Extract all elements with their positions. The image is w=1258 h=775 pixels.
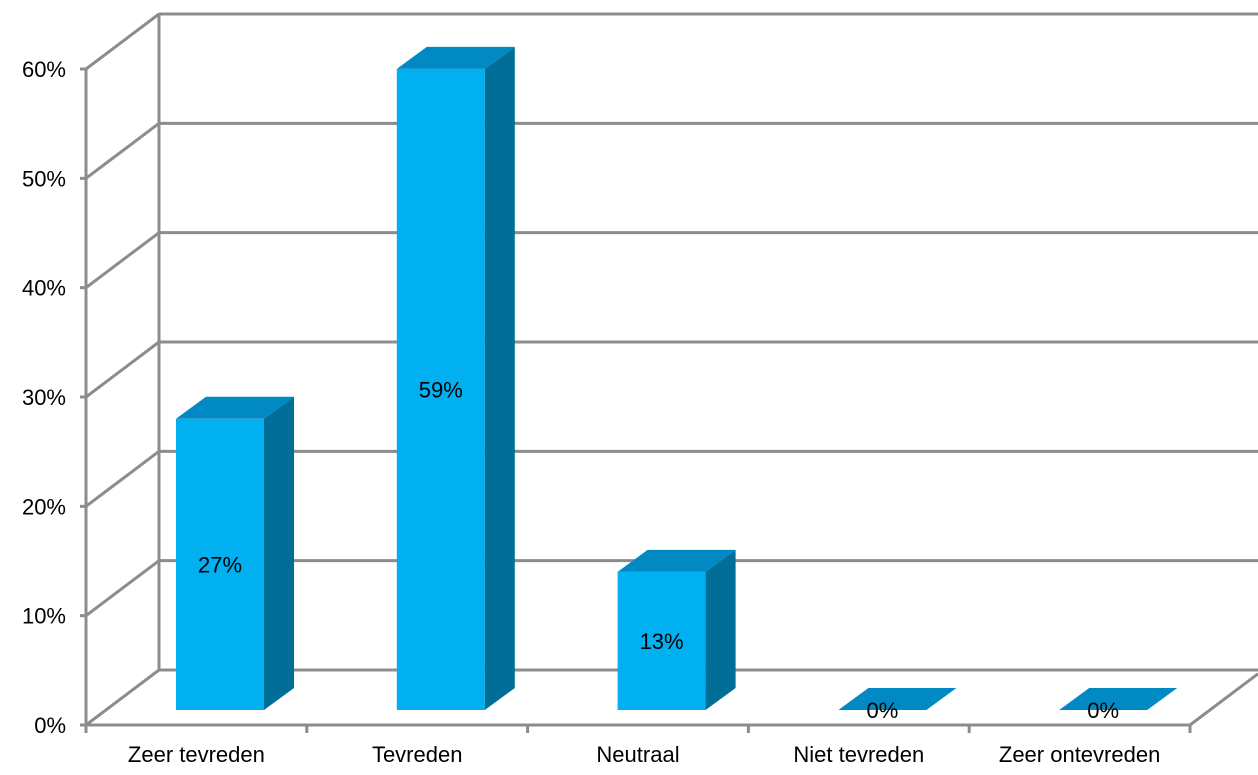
bar [176, 396, 294, 710]
y-tick-label: 0% [34, 713, 66, 738]
axis-layer [80, 67, 1192, 733]
x-tick-label: Zeer tevreden [128, 742, 265, 767]
x-tick-label: Neutraal [596, 742, 679, 767]
data-label: 0% [1087, 698, 1119, 723]
y-tick-label: 50% [22, 166, 66, 191]
y-tick-label: 40% [22, 276, 66, 301]
bar-side [484, 46, 515, 710]
bar-top [176, 396, 294, 419]
label-layer: 0% 10% 20% 30% 40% 50% 60% Zeer tevreden Tevrede… [22, 57, 1160, 767]
gridline-diagonal [85, 559, 160, 617]
y-tick-label: 20% [22, 494, 66, 519]
grid-layer [85, 12, 1258, 727]
gridline-diagonal [85, 231, 160, 289]
data-label: 0% [867, 698, 899, 723]
bar-front [617, 571, 706, 710]
bar-top [396, 46, 515, 69]
gridline-diagonal [85, 122, 160, 180]
bar [838, 688, 957, 710]
bar-top [1059, 688, 1178, 710]
data-label: 27% [198, 552, 242, 577]
bar [396, 46, 515, 710]
y-tick-label: 10% [22, 604, 66, 629]
data-label: 59% [419, 377, 463, 402]
gridline-diagonal [85, 668, 160, 727]
gridline-diagonal [85, 450, 160, 508]
bar-front [176, 418, 264, 710]
bar-front [396, 68, 485, 710]
bar [1059, 688, 1178, 710]
bar-side [705, 549, 736, 710]
bar-side [264, 396, 294, 710]
x-tick-label: Niet tevreden [793, 742, 924, 767]
bar-layer [176, 46, 1178, 710]
x-tick-label: Zeer ontevreden [999, 742, 1160, 767]
bar-top [838, 688, 957, 710]
floor-right-edge [1189, 672, 1258, 727]
gridline-diagonal [85, 340, 160, 399]
y-tick-label: 60% [22, 57, 66, 82]
bar [617, 549, 736, 710]
data-label: 13% [640, 629, 684, 654]
gridline-diagonal [85, 12, 160, 71]
bar-top [617, 549, 736, 572]
y-tick-label: 30% [22, 385, 66, 410]
x-tick-label: Tevreden [372, 742, 463, 767]
